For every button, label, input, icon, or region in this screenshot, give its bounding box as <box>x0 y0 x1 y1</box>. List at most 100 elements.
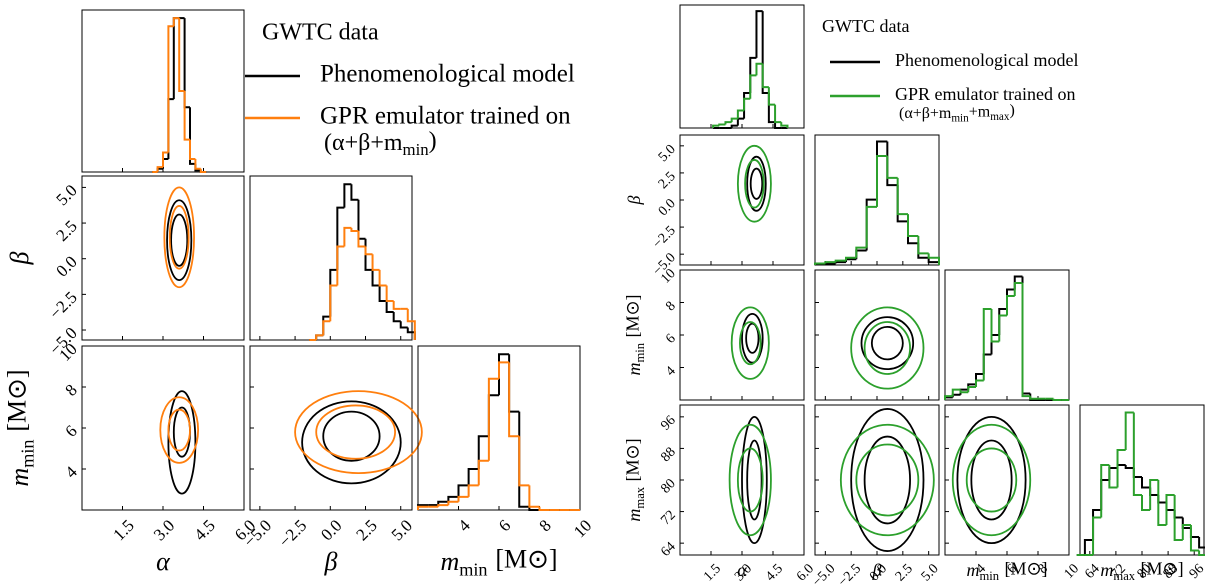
histogram-step <box>865 205 877 248</box>
x-tick-label: 5.0 <box>919 561 942 584</box>
histogram-step <box>1021 283 1031 398</box>
x-tick-label: 2.5 <box>893 561 916 584</box>
axis-subscript: min <box>633 342 647 362</box>
y-tick-label: 72 <box>658 508 679 529</box>
histogram-step <box>487 394 499 437</box>
x-tick-label: 0.0 <box>317 516 345 544</box>
legend-text: (α+β+m <box>899 105 952 122</box>
contour <box>855 443 920 517</box>
y-tick-label: 8 <box>61 380 80 399</box>
x-tick-label: 3.0 <box>150 516 178 544</box>
x-tick-label: 4 <box>454 516 474 536</box>
histogram-step <box>917 243 929 259</box>
legend-label: Phenomenological model <box>895 50 1078 70</box>
histogram-step <box>982 353 992 374</box>
histogram-step <box>336 245 345 286</box>
panel-frame <box>944 404 1070 556</box>
histogram-step <box>437 504 449 507</box>
axis-symbol: α <box>737 560 747 580</box>
histogram-step <box>1132 412 1142 496</box>
contour <box>167 390 197 495</box>
histogram-step <box>712 124 720 128</box>
histogram-step <box>343 226 352 247</box>
histogram-step <box>518 436 530 487</box>
histogram-step <box>755 10 763 58</box>
y-axis-label: mmax [M⊙] <box>622 438 646 521</box>
histogram-step <box>156 166 163 172</box>
histogram-step <box>1092 509 1102 540</box>
histogram-step <box>437 500 449 506</box>
histogram-step <box>767 87 776 106</box>
histogram-step <box>315 334 324 340</box>
y-tick-label: 4 <box>61 462 81 482</box>
histogram-step <box>467 484 479 497</box>
contour <box>741 312 764 364</box>
histogram-step <box>447 495 459 502</box>
axis-unit: [M⊙] <box>3 369 32 431</box>
contour <box>736 447 764 513</box>
histogram-step <box>834 259 846 263</box>
histogram-step <box>538 506 550 511</box>
contour <box>850 408 925 552</box>
histogram-step <box>1157 480 1167 526</box>
y-tick-label: 2.5 <box>52 216 80 244</box>
histogram-step <box>1124 411 1134 450</box>
histogram-step <box>1083 539 1094 555</box>
legend-subscript: min <box>951 112 969 124</box>
x-axis-label: mmax [M⊙] <box>1100 558 1183 582</box>
histogram-step <box>1116 449 1126 488</box>
x-tick-label: 4.5 <box>763 561 786 584</box>
y-tick-label: 2.5 <box>656 169 679 192</box>
x-tick-label: 4.5 <box>190 516 218 544</box>
histogram-step <box>927 257 940 265</box>
histogram-step <box>761 11 769 94</box>
panel-frame <box>249 345 413 511</box>
histogram-step <box>975 373 984 385</box>
histogram-step <box>477 459 489 486</box>
axis-subscript: min <box>979 569 999 583</box>
x-tick-label: −2.5 <box>275 516 310 551</box>
contour <box>863 321 911 375</box>
x-axis-label: α <box>737 560 747 580</box>
histogram-step <box>406 327 416 340</box>
histogram-step <box>457 495 469 502</box>
histogram-step <box>780 122 789 128</box>
axis-symbol: β <box>5 251 34 265</box>
histogram-step <box>417 505 429 510</box>
histogram-step <box>457 484 469 497</box>
contour <box>322 410 381 462</box>
histogram-step <box>907 221 919 245</box>
histogram-step <box>743 97 751 111</box>
legend-text: ) <box>1009 102 1014 119</box>
y-tick-label: 0.0 <box>656 196 679 219</box>
histogram-step <box>371 254 380 271</box>
axis-unit: [M⊙] <box>622 438 642 481</box>
histogram-step <box>508 362 520 438</box>
y-tick-label: 80 <box>658 476 679 497</box>
legend-label: GPR emulator trained on <box>895 84 1075 104</box>
y-axis-label: mmin [M⊙] <box>3 369 38 486</box>
axis-symbol: m <box>624 509 644 522</box>
histogram-step <box>399 321 408 329</box>
histogram-step <box>378 285 387 303</box>
histogram-step <box>1108 465 1118 489</box>
x-tick-label: 8 <box>535 516 554 535</box>
histogram-step <box>336 206 345 270</box>
histogram-step <box>896 177 908 216</box>
histogram-step <box>814 262 826 265</box>
histogram-step <box>498 353 510 396</box>
histogram-step <box>1132 468 1142 478</box>
panel-frame <box>249 175 413 341</box>
histogram-step <box>487 377 499 461</box>
histogram-step <box>172 17 180 27</box>
axis-symbol: α <box>156 547 171 576</box>
y-tick-label: 4 <box>663 364 679 380</box>
legend-subscript: max <box>990 111 1010 123</box>
contour <box>294 390 423 475</box>
contour <box>163 186 195 289</box>
histogram-step <box>998 308 1007 335</box>
histogram-step <box>1100 464 1110 518</box>
histogram-step <box>528 506 540 511</box>
histogram-step <box>824 261 836 264</box>
y-axis-label: mmin [M⊙] <box>622 294 646 375</box>
